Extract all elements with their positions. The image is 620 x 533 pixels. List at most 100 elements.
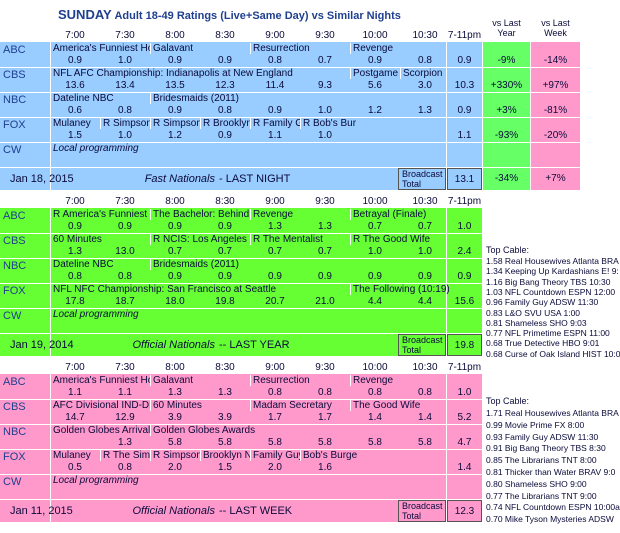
vs-last-week: -81% [543, 105, 568, 116]
rating: 0.9 [418, 271, 432, 282]
rating: 1.4 [368, 412, 382, 423]
show-name: Revenge [350, 375, 450, 386]
show-name: NFL AFC Championship: Indianapolis at Ne… [50, 68, 350, 79]
total-rating: 5.2 [457, 412, 472, 423]
rating: 3.0 [418, 80, 432, 91]
footer-date: Jan 19, 2014 [10, 339, 74, 351]
time-header: 9:30 [315, 30, 335, 41]
time-header: 10:30 [412, 196, 438, 207]
rating: 21.0 [315, 296, 335, 307]
show-name: R Brooklyn N [200, 118, 250, 129]
rating: 0.8 [268, 387, 282, 398]
rating: 1.0 [318, 105, 332, 116]
network-label: FOX [3, 451, 26, 463]
rating: 0.8 [68, 271, 82, 282]
vs-week-header: vs Last Week [541, 18, 570, 38]
footer-vs-year: -34% [494, 173, 519, 184]
rating: 1.3 [168, 387, 182, 398]
cable-item: 0.83 L&O SVU USA 1:00 [486, 307, 581, 318]
rating: 1.0 [118, 130, 132, 141]
show-name: The Following (10:19) [350, 284, 450, 295]
rating: 1.5 [68, 130, 82, 141]
vs-last-week: -20% [543, 130, 568, 141]
row-line [0, 67, 580, 68]
rating: 0.8 [118, 271, 132, 282]
time-header: 8:30 [215, 196, 235, 207]
network-label: ABC [3, 210, 26, 222]
rating: 1.2 [168, 130, 182, 141]
total-rating: 10.3 [454, 80, 475, 91]
separator [446, 374, 447, 522]
show-name: Mulaney [50, 450, 100, 461]
show-name: R NCIS: Los Angeles [150, 234, 250, 245]
row-line [0, 258, 482, 259]
row-line [0, 283, 482, 284]
show-name: Bob's Burge [300, 450, 450, 461]
broadcast-label: Broadcast Total [398, 168, 446, 190]
time-header: 8:00 [165, 30, 185, 41]
rating: 0.7 [418, 221, 432, 232]
rating: 2.0 [168, 462, 182, 473]
show-name: 60 Minutes [50, 234, 150, 245]
separator [446, 208, 447, 356]
show-name: Scorpion [400, 68, 450, 79]
footer-sublabel: -- LAST YEAR [219, 339, 290, 351]
show-name: Local programming [50, 309, 450, 320]
rating: 3.9 [218, 412, 232, 423]
rating: 1.1 [68, 387, 82, 398]
time-header: 7:00 [65, 30, 85, 41]
rating: 0.9 [68, 221, 82, 232]
rating: 5.6 [368, 80, 382, 91]
rating: 1.3 [268, 221, 282, 232]
footer-sublabel: - LAST NIGHT [219, 173, 291, 185]
broadcast-total: 19.8 [447, 334, 482, 356]
show-name: America's Funniest Home [50, 43, 150, 54]
broadcast-total: 12.3 [447, 500, 482, 522]
row-line [0, 142, 580, 143]
time-header: 10:00 [362, 196, 388, 207]
show-name: R Simpsons [150, 118, 200, 129]
row-line [0, 449, 482, 450]
vs-week-bg [531, 42, 580, 190]
vs-year-header: vs Last Year [492, 18, 521, 38]
vs-last-week: +97% [542, 80, 569, 91]
rating: 17.8 [65, 296, 85, 307]
day: SUNDAY [58, 7, 112, 22]
footer-sublabel: -- LAST WEEK [219, 505, 293, 517]
rating: 0.8 [318, 387, 332, 398]
total-rating: 0.9 [457, 271, 472, 282]
rating: 1.3 [68, 246, 82, 257]
rating: 0.9 [368, 271, 382, 282]
total-header: 7-11pm [447, 196, 482, 207]
rating: 4.4 [418, 296, 432, 307]
show-name: R Bob's Bur [300, 118, 450, 129]
cable-item: 0.74 NFL Countdown ESPN 10:00a [486, 502, 620, 513]
footer-date: Jan 18, 2015 [10, 173, 74, 185]
show-name: Resurrection [250, 375, 350, 386]
network-label: FOX [3, 119, 26, 131]
network-label: CBS [3, 69, 26, 81]
rating: 20.7 [265, 296, 285, 307]
cable-item: 1.16 Big Bang Theory TBS 10:30 [486, 276, 611, 287]
broadcast-label: Broadcast Total [398, 334, 446, 356]
rating: 0.9 [218, 55, 232, 66]
show-name: R Family Gu [250, 118, 300, 129]
rating: 1.3 [118, 437, 132, 448]
row-line [0, 233, 482, 234]
row-line [0, 92, 580, 93]
cable-item: 0.99 Movie Prime FX 8:00 [486, 419, 585, 430]
rating: 0.5 [68, 462, 82, 473]
footer-line [0, 167, 580, 168]
show-name: Dateline NBC [50, 259, 150, 270]
footer-label: Fast Nationals [144, 173, 215, 185]
vs-last-year: +330% [490, 80, 523, 91]
total-rating: 1.4 [457, 462, 472, 473]
time-header: 7:30 [115, 362, 135, 373]
separator [482, 42, 483, 190]
rating: 0.7 [218, 246, 232, 257]
time-header: 10:00 [362, 30, 388, 41]
cable-item: 1.34 Keeping Up Kardashians E! 9: [486, 266, 619, 277]
network-label: ABC [3, 376, 26, 388]
broadcast-total: 13.1 [447, 168, 482, 190]
time-header: 8:00 [165, 196, 185, 207]
